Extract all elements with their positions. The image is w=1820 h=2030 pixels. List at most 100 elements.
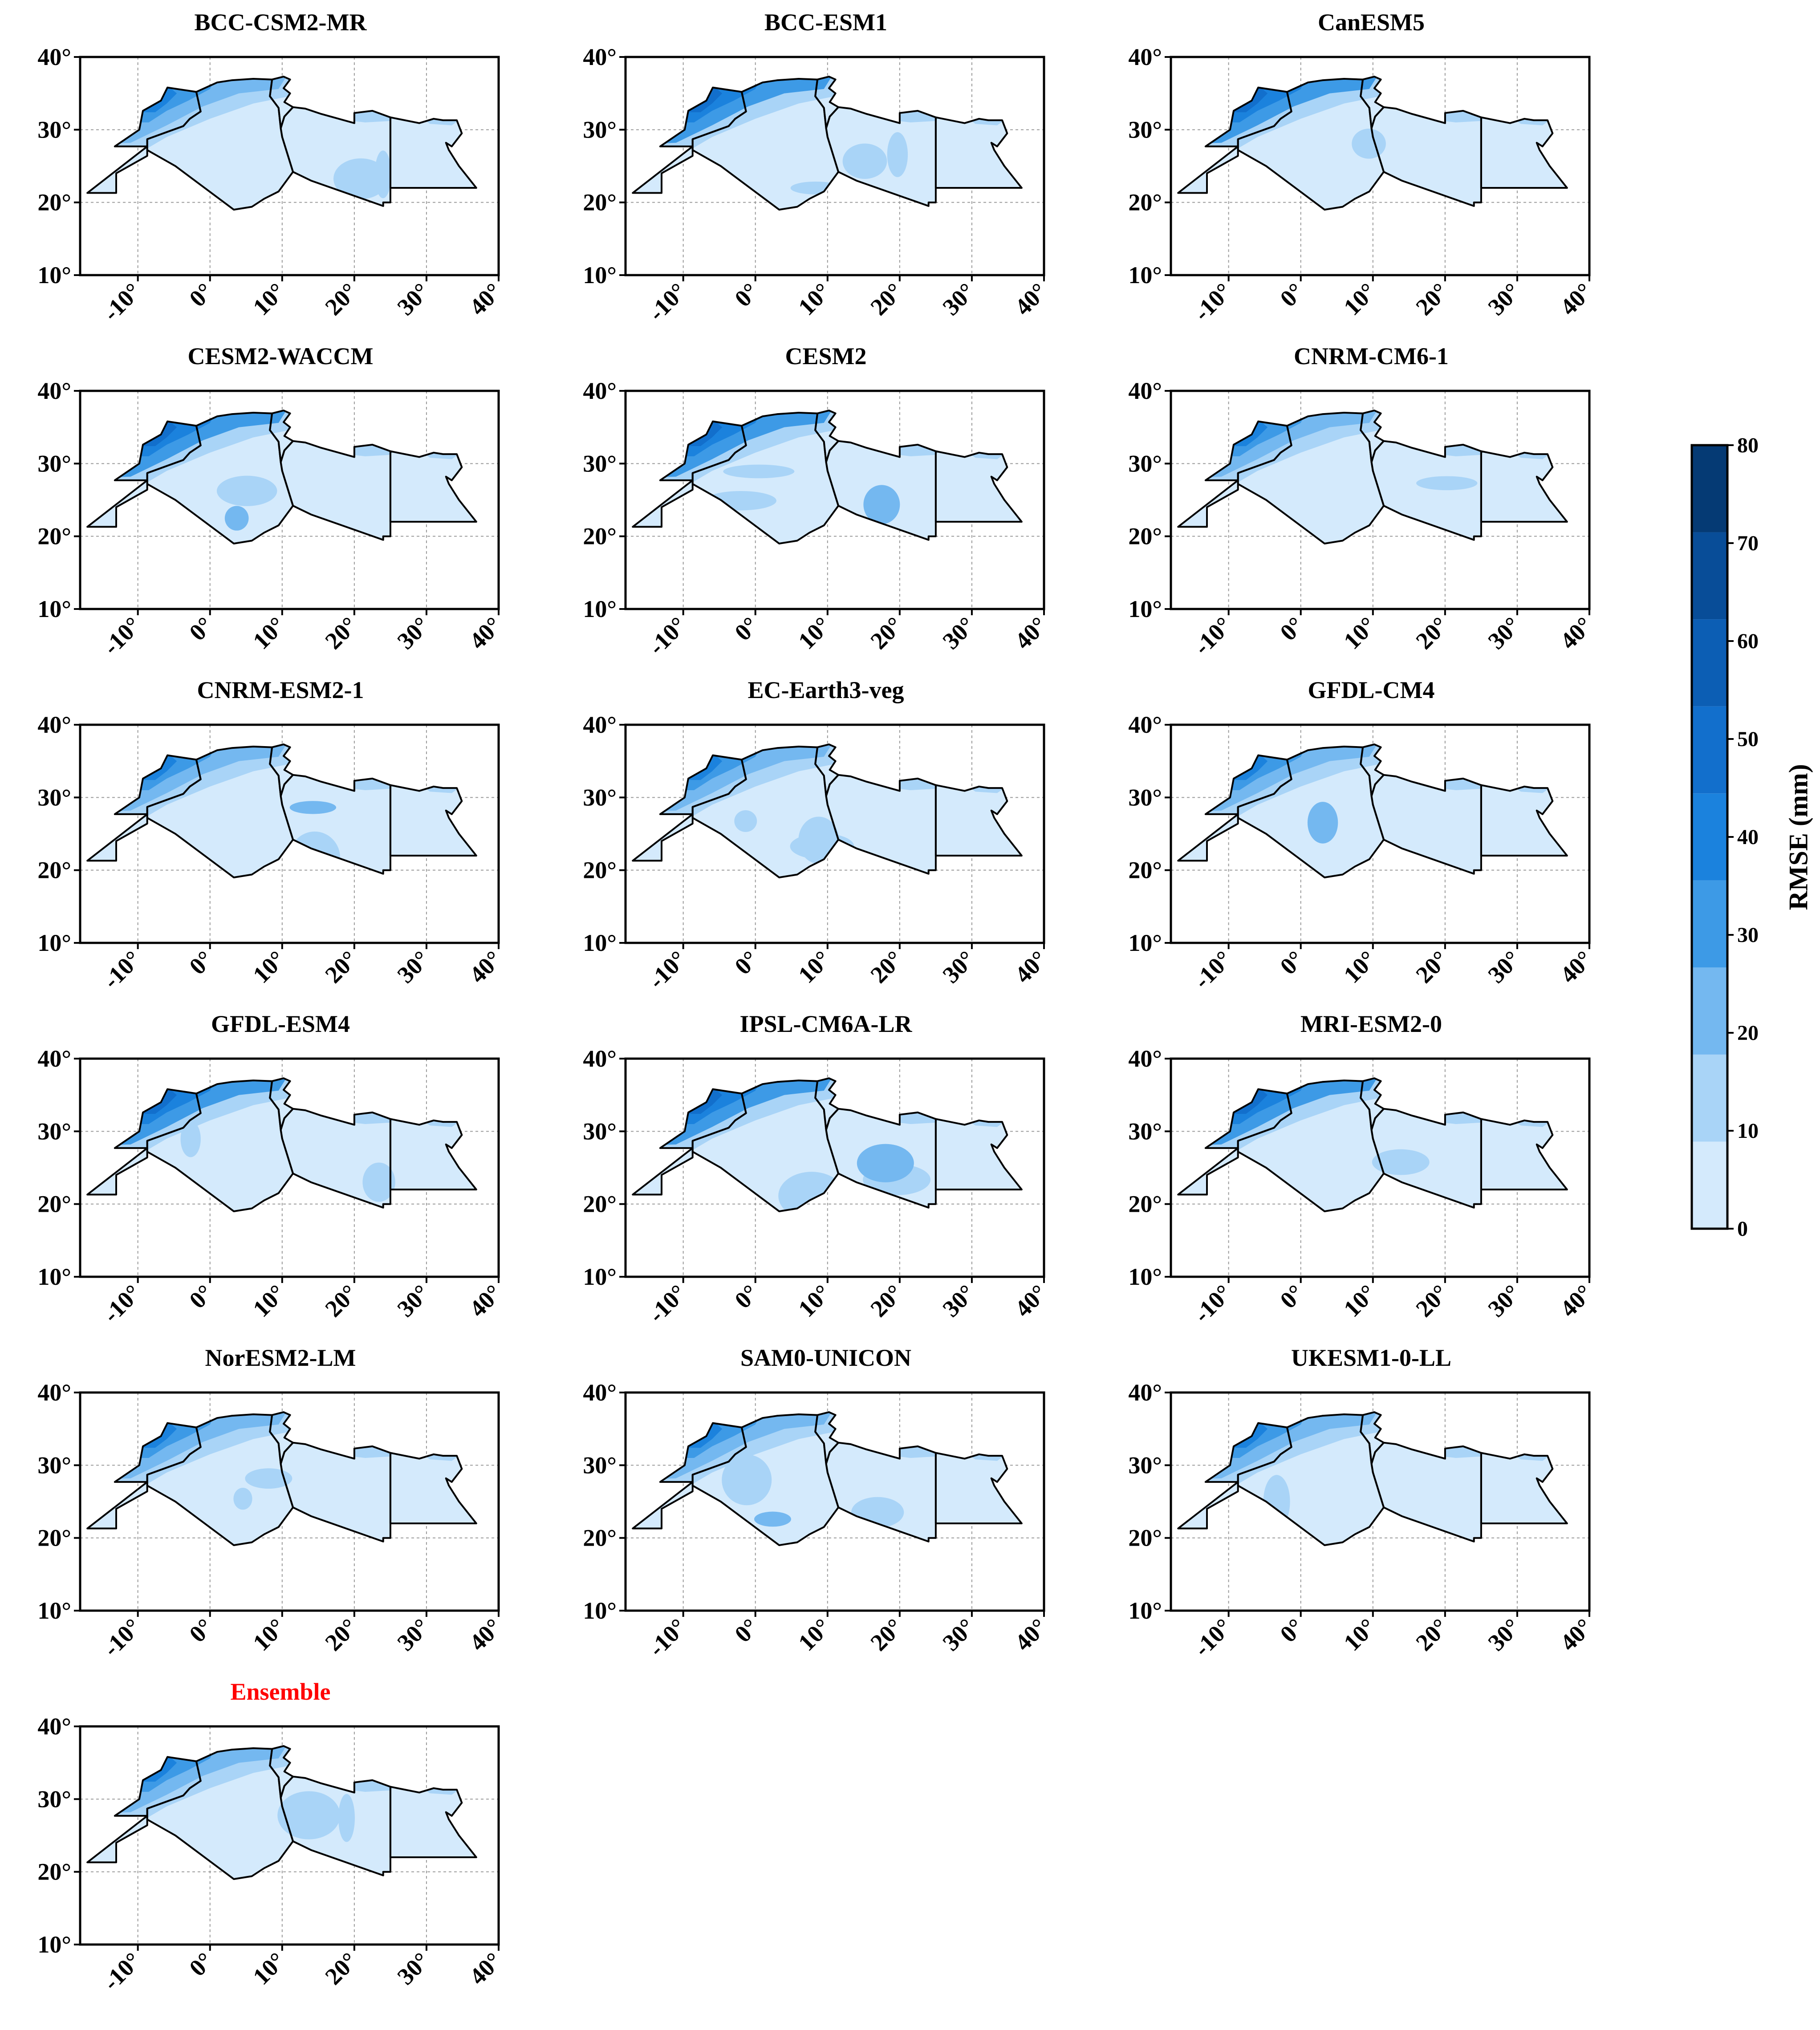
country-outline <box>280 106 391 207</box>
country-outline <box>1480 1452 1568 1524</box>
lon-tick-label: 40° <box>1010 1613 1052 1656</box>
lon-tick-label: 0° <box>184 278 218 312</box>
lat-tick-label: 20° <box>37 189 71 216</box>
map-canvas: 10° 20° 30° 40° -10° 0° 10° 20° 30° 40° <box>1128 711 1597 994</box>
lat-tick-label: 20° <box>37 857 71 884</box>
country-outline <box>1360 1077 1385 1131</box>
map-canvas: 10° 20° 30° 40° -10° 0° 10° 20° 30° 40° <box>583 1045 1052 1328</box>
lon-tick-label: 0° <box>184 1613 218 1648</box>
country-outline <box>1480 116 1568 189</box>
panel-title: Ensemble <box>230 1678 331 1705</box>
map-panel: GFDL-CM4 10° 20° 30° 40° -10° 0° 10° 20° 30° 40° <box>1091 677 1652 1015</box>
lon-tick-label: 30° <box>938 946 980 988</box>
lat-tick-label: 30° <box>583 1452 617 1478</box>
lat-tick-label: 10° <box>1128 930 1162 956</box>
lon-tick-label: 30° <box>392 1613 435 1656</box>
lon-tick-label: 20° <box>320 1279 362 1322</box>
lon-tick-label: 10° <box>248 946 290 988</box>
country-borders <box>1177 1411 1568 1546</box>
lon-tick-label: 40° <box>1010 946 1052 988</box>
country-outline <box>814 76 840 130</box>
country-borders <box>1177 76 1568 211</box>
panel-title: EC-Earth3-veg <box>748 677 904 703</box>
country-borders <box>86 76 477 211</box>
lon-tick-label: 30° <box>1483 612 1526 654</box>
lat-tick-label: 30° <box>37 1786 71 1812</box>
lon-tick-label: 30° <box>392 1279 435 1322</box>
colorbar-swatch <box>1692 1141 1727 1229</box>
country-outline <box>934 784 1023 857</box>
country-outline <box>934 450 1023 523</box>
map-frame <box>79 390 500 610</box>
lon-tick-label: 40° <box>464 612 507 654</box>
lat-tick-label: 20° <box>1128 1191 1162 1218</box>
country-outline <box>825 440 937 541</box>
lon-tick-label: 40° <box>464 1279 507 1322</box>
country-outline <box>1360 743 1385 797</box>
lon-tick-label: 30° <box>1483 278 1526 321</box>
colorbar-label: RMSE (mm) <box>1783 764 1813 910</box>
lat-tick-label: 40° <box>1128 378 1162 404</box>
colorbar-swatch <box>1692 706 1727 794</box>
country-outline <box>825 106 937 207</box>
lon-tick-label: 40° <box>1010 612 1052 654</box>
map-canvas: 10° 20° 30° 40° -10° 0° 10° 20° 30° 40° <box>1128 44 1598 326</box>
lon-tick-label: 10° <box>1338 1279 1381 1322</box>
map-panel: CESM2 10° 20° 30° 40° -10° 0° 10° 20° 30° 40° <box>545 343 1106 681</box>
lon-tick-label: 30° <box>1483 1613 1526 1656</box>
country-borders <box>632 76 1023 211</box>
lon-tick-label: 40° <box>464 1613 507 1656</box>
panel-title: UKESM1-0-LL <box>1291 1344 1452 1371</box>
lat-tick-label: 20° <box>583 523 617 550</box>
rmse-contours <box>633 1078 1022 1211</box>
map-frame <box>1170 723 1591 944</box>
country-outline <box>1370 1108 1482 1209</box>
panel-title: BCC-CSM2-MR <box>194 9 367 36</box>
rmse-contours <box>87 1746 476 1879</box>
lon-tick-label: 20° <box>320 612 362 654</box>
map-frame <box>79 1391 500 1612</box>
lon-tick-label: 0° <box>729 1613 764 1648</box>
lon-tick-label: 20° <box>865 1279 908 1322</box>
country-outline <box>280 1775 391 1876</box>
lon-tick-label: -10° <box>643 946 692 994</box>
rmse-contours <box>633 410 1022 544</box>
country-borders <box>86 1077 477 1212</box>
map-frame <box>624 1057 1045 1278</box>
lon-tick-label: 10° <box>1338 946 1381 988</box>
lon-tick-label: 40° <box>1555 278 1598 321</box>
lat-tick-label: 10° <box>1128 596 1162 622</box>
country-outline <box>389 1452 477 1524</box>
lon-tick-label: 10° <box>248 1613 290 1656</box>
map-frame <box>624 723 1045 944</box>
lat-tick-label: 40° <box>37 711 71 738</box>
map-frame <box>79 1057 500 1278</box>
lat-tick-label: 10° <box>1128 262 1162 288</box>
country-outline <box>1360 410 1385 463</box>
country-borders <box>1177 1077 1568 1212</box>
lat-tick-label: 20° <box>583 857 617 884</box>
map-frame <box>1170 56 1591 276</box>
map-panel: Ensemble 10° 20° 30° 40° -10° 0° 10° 20° 30° 40° <box>0 1678 561 2017</box>
panel-title: GFDL-ESM4 <box>211 1011 350 1037</box>
lat-tick-label: 40° <box>1128 44 1162 70</box>
lat-tick-label: 30° <box>1128 784 1162 811</box>
map-panel: GFDL-ESM4 10° 20° 30° 40° -10° 0° 10° 20° 30° 40° <box>0 1011 561 1349</box>
colorbar: 0 10 20 30 40 50 60 70 80 RMSE (mm) <box>1674 434 1813 1246</box>
map-panel: CESM2-WACCM 10° 20° 30° 40° -10° 0° 10° 20° 30° 40… <box>0 343 561 681</box>
lat-tick-label: 10° <box>583 1597 617 1624</box>
lat-tick-label: 20° <box>37 523 71 550</box>
country-outline <box>269 1411 294 1465</box>
lat-tick-label: 10° <box>583 930 617 956</box>
panel-title: BCC-ESM1 <box>764 9 887 36</box>
country-outline <box>934 1452 1023 1524</box>
lat-tick-label: 40° <box>37 1379 71 1406</box>
lon-tick-label: -10° <box>98 612 146 660</box>
panel-title: CESM2 <box>785 343 867 369</box>
map-canvas: 10° 20° 30° 40° -10° 0° 10° 20° 30° 40° <box>37 711 507 994</box>
map-frame <box>79 1725 500 1946</box>
lon-tick-label: 40° <box>464 278 507 321</box>
lon-tick-label: 20° <box>1410 1279 1453 1322</box>
lat-tick-label: 30° <box>583 450 617 477</box>
